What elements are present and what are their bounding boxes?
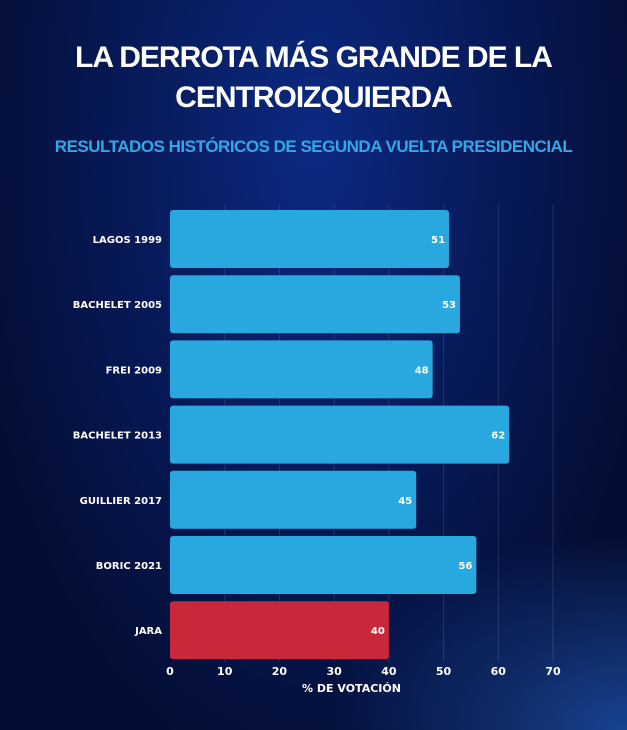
chart-title: LA DERROTA MÁS GRANDE DE LA CENTROIZQUIE… (75, 41, 553, 114)
data-label: 56 (458, 561, 472, 572)
bar (170, 210, 450, 268)
bar (170, 405, 510, 464)
bar (170, 536, 477, 594)
x-axis-label: % DE VOTACIÓN (302, 682, 401, 695)
data-label: 53 (442, 300, 456, 311)
data-label: 40 (371, 626, 385, 637)
x-tick-label: 50 (436, 665, 452, 678)
x-tick-label: 70 (545, 665, 561, 678)
category-label: BORIC 2021 (96, 561, 162, 572)
data-label: 62 (491, 431, 505, 442)
bar (170, 340, 433, 399)
data-label: 48 (415, 365, 429, 376)
bar (170, 470, 417, 529)
x-tick-label: 40 (381, 665, 397, 678)
x-tick-label: 60 (491, 665, 507, 678)
data-label: 45 (398, 496, 412, 507)
x-tick-label: 30 (326, 665, 342, 678)
category-label: JARA (134, 626, 162, 637)
chart-subtitle: RESULTADOS HISTÓRICOS DE SEGUNDA VUELTA … (54, 137, 573, 156)
category-label: FREI 2009 (106, 365, 162, 376)
category-label: BACHELET 2005 (73, 300, 162, 311)
data-label: 51 (431, 235, 445, 246)
bar (170, 601, 389, 660)
x-tick-label: 10 (217, 665, 233, 678)
bar (170, 275, 460, 334)
x-tick-label: 0 (166, 665, 174, 678)
x-tick-label: 20 (272, 665, 288, 678)
category-label: LAGOS 1999 (93, 235, 162, 246)
category-label: BACHELET 2013 (73, 431, 162, 442)
category-label: GUILLIER 2017 (80, 496, 162, 507)
